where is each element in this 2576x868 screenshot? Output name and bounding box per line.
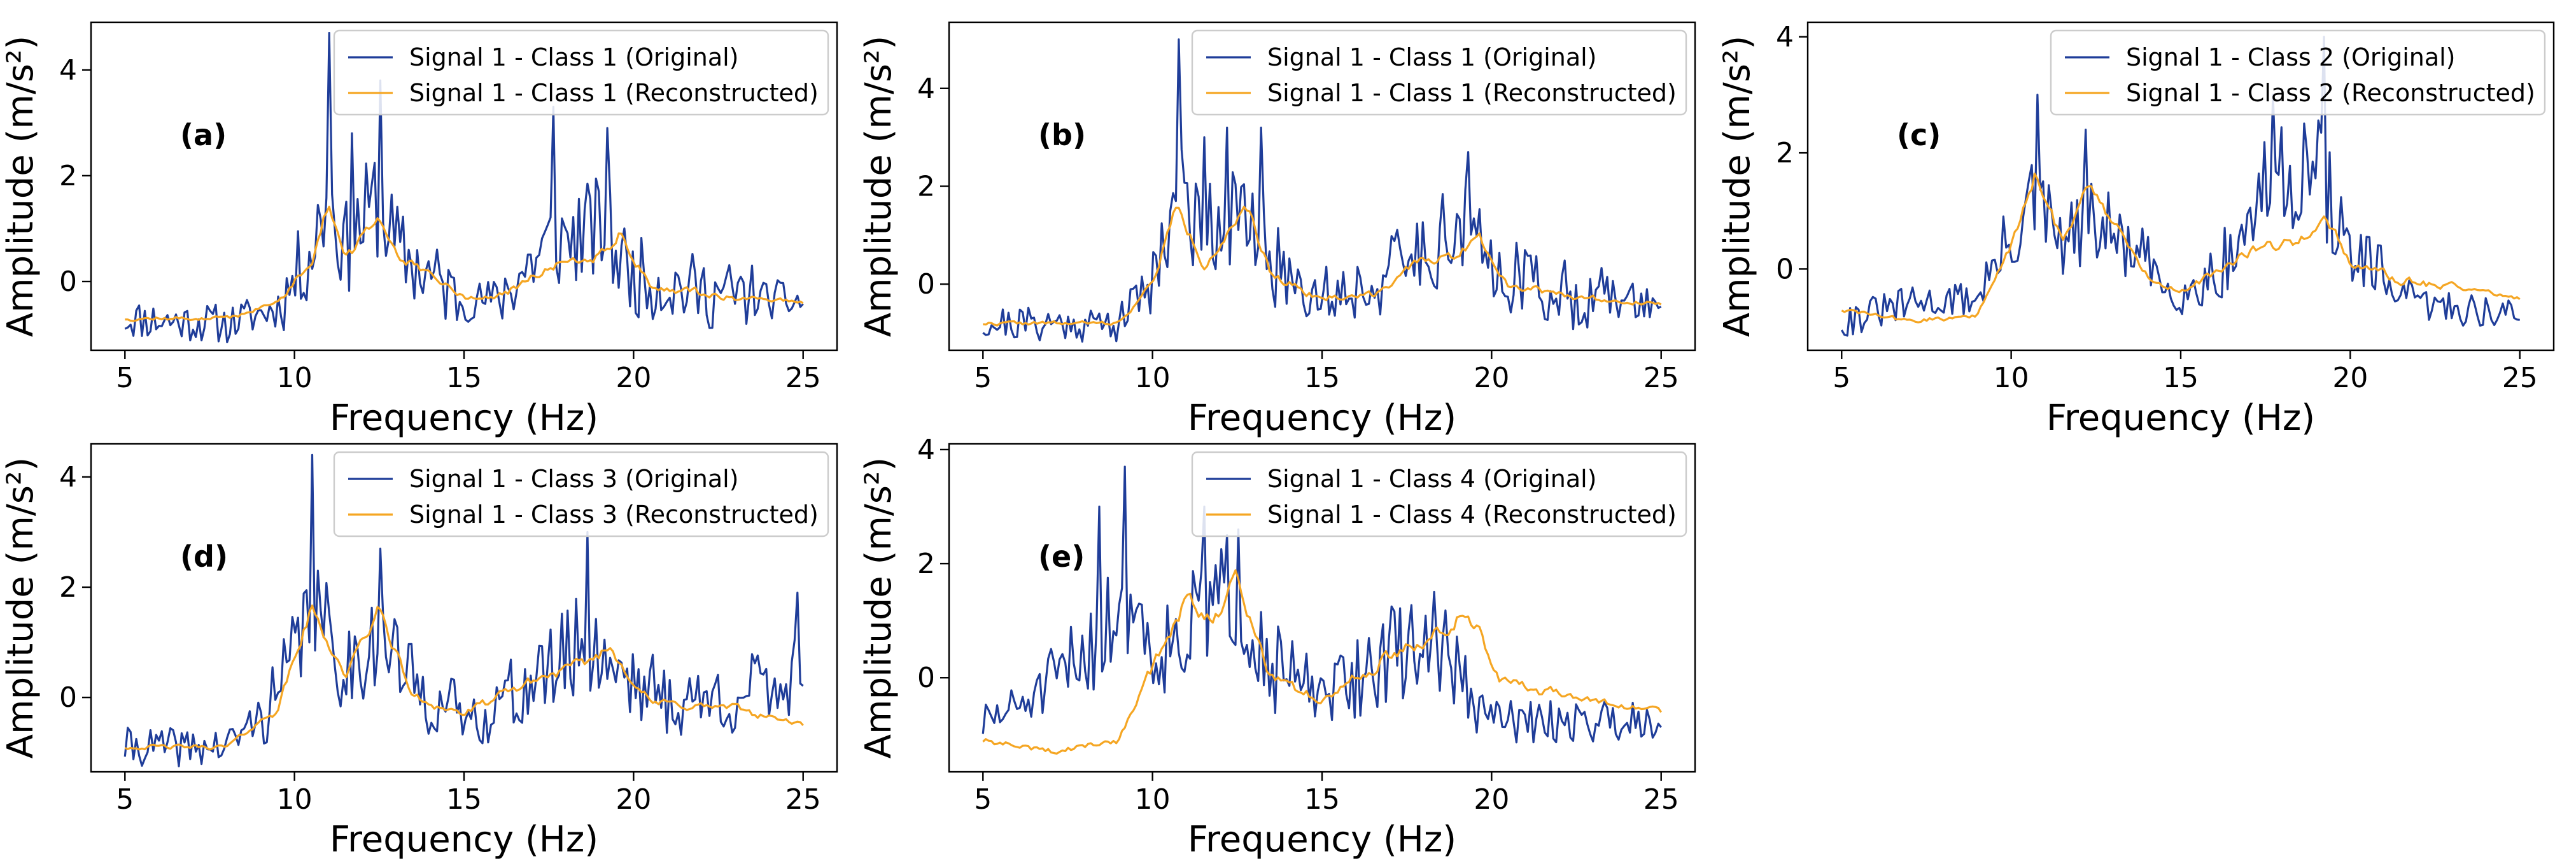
reconstructed-series-line <box>125 206 804 322</box>
y-tick-label: 4 <box>917 73 935 105</box>
legend-entry-label: Signal 1 - Class 1 (Reconstructed) <box>1267 79 1677 107</box>
y-axis-label: Amplitude (m/s²) <box>858 36 899 338</box>
y-tick-label: 2 <box>59 160 77 192</box>
legend: Signal 1 - Class 1 (Original) Signal 1 - … <box>1191 29 1687 116</box>
x-tick-label: 20 <box>616 783 651 816</box>
y-tick-label: 4 <box>59 461 77 494</box>
legend: Signal 1 - Class 4 (Original) Signal 1 - … <box>1191 451 1687 537</box>
legend-entry-label: Signal 1 - Class 2 (Reconstructed) <box>2126 79 2535 107</box>
x-tick-label: 25 <box>1643 362 1679 394</box>
legend-box <box>333 451 829 537</box>
original-series-line <box>982 38 1662 343</box>
legend-entry-label: Signal 1 - Class 4 (Original) <box>1267 465 1597 493</box>
y-tick-label: 0 <box>1776 253 1794 285</box>
legend-entry-label: Signal 1 - Class 1 (Reconstructed) <box>409 79 819 107</box>
legend-entry-label: Signal 1 - Class 3 (Reconstructed) <box>409 501 819 529</box>
x-tick-label: 5 <box>974 783 992 816</box>
y-axis-label: Amplitude (m/s²) <box>0 36 41 338</box>
x-tick-label: 5 <box>116 362 134 394</box>
y-axis-label: Amplitude (m/s²) <box>1717 36 1758 338</box>
panel-label: (a) <box>180 118 227 152</box>
y-axis-label: Amplitude (m/s²) <box>858 457 899 759</box>
y-tick-label: 0 <box>59 266 77 298</box>
y-tick-label: 4 <box>1776 21 1794 53</box>
x-tick-label: 15 <box>1304 783 1340 816</box>
panel-label: (b) <box>1038 118 1086 152</box>
legend-box <box>333 29 829 116</box>
x-axis-label: Frequency (Hz) <box>330 819 598 860</box>
y-tick-label: 0 <box>917 268 935 301</box>
x-tick-label: 20 <box>2332 362 2368 394</box>
legend: Signal 1 - Class 3 (Original) Signal 1 - … <box>333 451 829 537</box>
x-tick-label: 25 <box>1643 783 1679 816</box>
x-tick-label: 5 <box>116 783 134 816</box>
x-tick-label: 10 <box>1135 783 1171 816</box>
panel-c: 5 10 15 20 25 0 2 4 Frequency (Hz) Amplitude (m/s… <box>1717 21 2555 439</box>
legend-entry-label: Signal 1 - Class 1 (Original) <box>409 43 739 71</box>
x-tick-label: 10 <box>277 362 313 394</box>
legend-entry-label: Signal 1 - Class 2 (Original) <box>2126 43 2456 71</box>
original-series-line <box>123 453 804 767</box>
panel-label: (c) <box>1897 118 1941 152</box>
x-tick-label: 5 <box>974 362 992 394</box>
legend-entry-label: Signal 1 - Class 3 (Original) <box>409 465 739 493</box>
x-tick-label: 15 <box>446 362 482 394</box>
x-axis-label: Frequency (Hz) <box>1188 397 1456 439</box>
panel-e: 5 10 15 20 25 0 2 4 Frequency (Hz) Amplitude (m/s… <box>858 434 1696 860</box>
y-tick-label: 4 <box>59 54 77 87</box>
panel-d: 5 10 15 20 25 0 2 4 Frequency (Hz) Amplitude (m/s… <box>0 443 838 860</box>
x-tick-label: 15 <box>446 783 482 816</box>
panel-b: 5 10 15 20 25 0 2 4 Frequency (Hz) Amplitude (m/s… <box>858 21 1696 439</box>
panel-label: (e) <box>1038 539 1085 574</box>
original-series-line <box>982 466 1662 744</box>
legend: Signal 1 - Class 1 (Original) Signal 1 - … <box>333 29 829 116</box>
x-tick-label: 15 <box>1304 362 1340 394</box>
y-tick-label: 4 <box>917 434 935 466</box>
x-tick-label: 10 <box>277 783 313 816</box>
x-tick-label: 25 <box>785 362 821 394</box>
y-tick-label: 2 <box>59 571 77 604</box>
x-axis-label: Frequency (Hz) <box>2046 397 2315 439</box>
x-tick-label: 10 <box>1135 362 1171 394</box>
y-tick-label: 2 <box>1776 137 1794 169</box>
y-tick-label: 0 <box>917 662 935 694</box>
x-tick-label: 20 <box>1474 362 1509 394</box>
x-tick-label: 25 <box>785 783 821 816</box>
reconstructed-series-line <box>983 206 1662 327</box>
legend-box <box>2050 29 2546 116</box>
x-tick-label: 10 <box>1994 362 2029 394</box>
legend-box <box>1191 451 1687 537</box>
legend-entry-label: Signal 1 - Class 1 (Original) <box>1267 43 1597 71</box>
original-series-line <box>124 32 804 343</box>
reconstructed-series-line <box>1841 173 2521 324</box>
panel-a: 5 10 15 20 25 0 2 4 Frequency (Hz) Amplitude (m/s… <box>0 21 838 439</box>
reconstructed-series-line <box>124 604 804 751</box>
legend-box <box>1191 29 1687 116</box>
panel-label: (d) <box>180 539 228 574</box>
y-tick-label: 2 <box>917 171 935 203</box>
x-tick-label: 15 <box>2163 362 2199 394</box>
x-tick-label: 20 <box>616 362 651 394</box>
legend: Signal 1 - Class 2 (Original) Signal 1 - … <box>2050 29 2546 116</box>
x-tick-label: 25 <box>2502 362 2538 394</box>
y-tick-label: 2 <box>917 548 935 580</box>
reconstructed-series-line <box>982 569 1663 755</box>
x-tick-label: 20 <box>1474 783 1509 816</box>
x-axis-label: Frequency (Hz) <box>1188 819 1456 860</box>
y-axis-label: Amplitude (m/s²) <box>0 457 41 759</box>
x-axis-label: Frequency (Hz) <box>330 397 598 439</box>
legend-entry-label: Signal 1 - Class 4 (Reconstructed) <box>1267 501 1677 529</box>
y-tick-label: 0 <box>59 681 77 714</box>
x-tick-label: 5 <box>1833 362 1850 394</box>
original-series-line <box>1840 36 2520 337</box>
